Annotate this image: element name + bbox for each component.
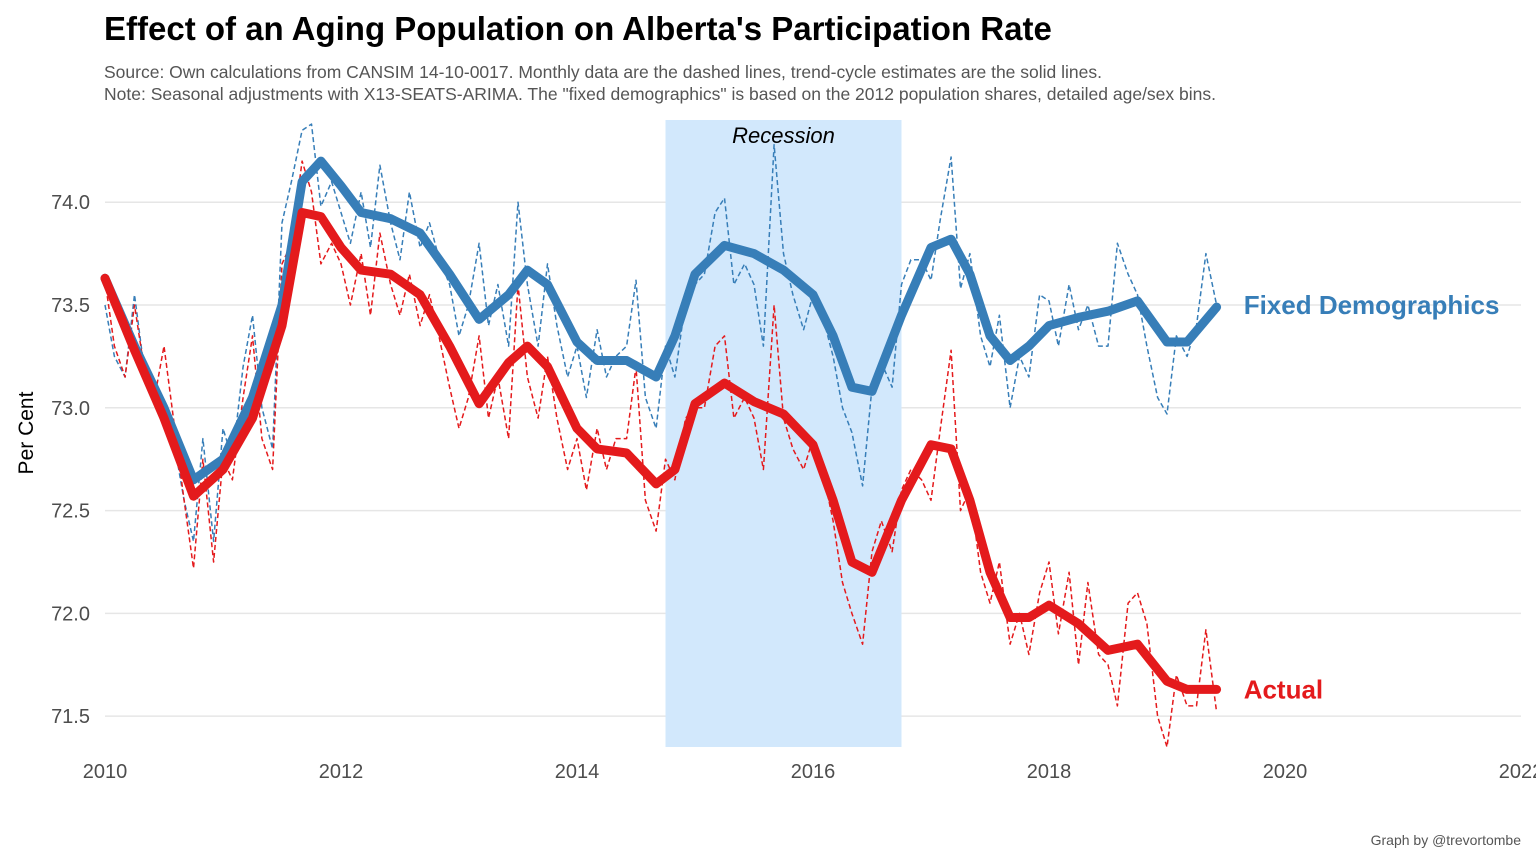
y-tick-label: 73.0 xyxy=(51,398,90,420)
series-labels: Fixed Demographics Actual xyxy=(1244,290,1500,704)
x-tick-label: 2018 xyxy=(1027,761,1072,783)
x-tick-label: 2014 xyxy=(555,761,600,783)
x-tick-label: 2010 xyxy=(83,761,128,783)
x-tick-label: 2020 xyxy=(1263,761,1308,783)
x-tick-label: 2012 xyxy=(319,761,364,783)
fixed-demographics-trend-line xyxy=(100,156,1222,485)
chart-title: Effect of an Aging Population on Alberta… xyxy=(104,10,1052,47)
fixed-demographics-series-label: Fixed Demographics xyxy=(1244,290,1500,320)
recession-band-group: Recession xyxy=(665,120,902,747)
y-tick-labels: 71.5 72.0 72.5 73.0 73.5 74.0 xyxy=(51,192,90,728)
fixed-demographics-monthly-line xyxy=(104,123,1218,543)
x-tick-labels: 2010 2012 2014 2016 2018 2020 2022 xyxy=(83,761,1536,783)
y-tick-label: 72.5 xyxy=(51,501,90,523)
y-axis-label: Per Cent xyxy=(15,391,38,474)
actual-series-label: Actual xyxy=(1244,674,1323,704)
chart-caption: Graph by @trevortombe xyxy=(1370,832,1521,848)
y-tick-label: 72.0 xyxy=(51,603,90,625)
recession-band xyxy=(665,120,902,747)
y-tick-label: 74.0 xyxy=(51,192,90,214)
chart-subtitle-source: Source: Own calculations from CANSIM 14-… xyxy=(104,62,1102,82)
actual-monthly-line xyxy=(104,160,1218,748)
x-tick-label: 2016 xyxy=(791,761,836,783)
actual-trend-line xyxy=(100,208,1222,694)
x-tick-label: 2022 xyxy=(1499,761,1536,783)
series-lines xyxy=(100,123,1222,748)
y-tick-label: 71.5 xyxy=(51,706,90,728)
recession-label: Recession xyxy=(732,123,835,148)
y-tick-label: 73.5 xyxy=(51,295,90,317)
chart-subtitle-note: Note: Seasonal adjustments with X13-SEAT… xyxy=(104,84,1216,104)
